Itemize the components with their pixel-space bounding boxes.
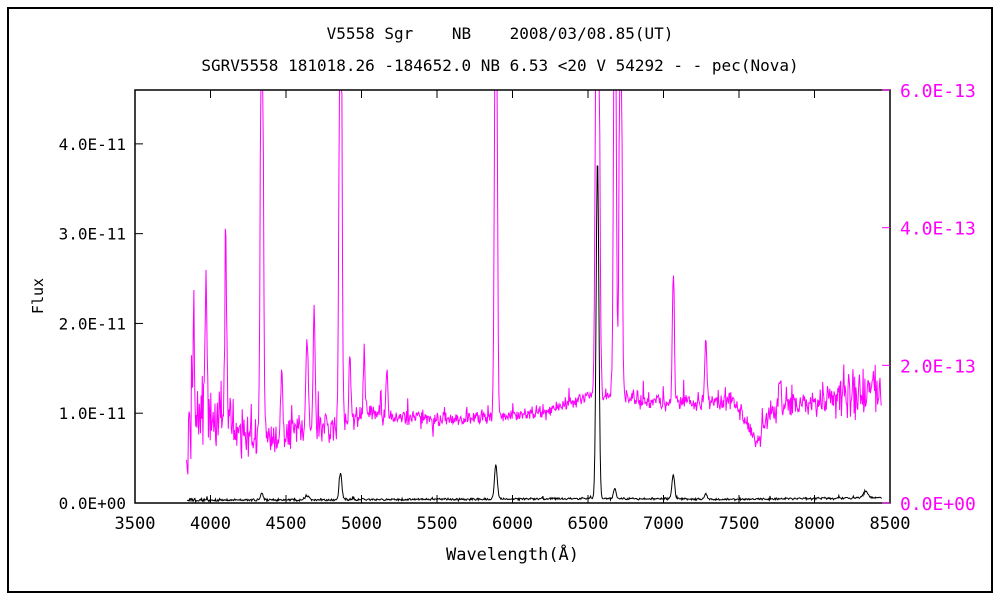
left-tick-label: 3.0E-11 [59, 225, 126, 244]
x-axis-title: Wavelength(Å) [445, 545, 580, 565]
x-tick-label: 7000 [643, 514, 684, 534]
x-tick-label: 6000 [492, 514, 533, 534]
chart-outer-border [7, 7, 993, 593]
x-tick-label: 7500 [719, 514, 760, 534]
x-tick-label: 8500 [870, 514, 911, 534]
series-flux-spectrum-black [186, 165, 882, 504]
right-tick-label: 2.0E-13 [900, 356, 976, 377]
right-tick-label: 4.0E-13 [900, 219, 976, 240]
left-tick-label: 4.0E-11 [59, 135, 126, 154]
x-tick-label: 5000 [341, 514, 382, 534]
x-tick-label: 8000 [794, 514, 835, 534]
x-tick-label: 5500 [417, 514, 458, 534]
right-tick-label: 6.0E-13 [900, 81, 976, 102]
left-tick-label: 0.0E+00 [59, 494, 126, 513]
right-tick-label: 0.0E+00 [900, 494, 976, 515]
left-tick-label: 2.0E-11 [59, 314, 126, 333]
x-tick-label: 3500 [115, 514, 156, 534]
series-scaled-spectrum-magenta [186, 89, 882, 475]
x-tick-label: 4000 [190, 514, 231, 534]
chart-title: V5558 Sgr NB 2008/03/08.85(UT) [326, 24, 674, 43]
x-tick-label: 6500 [568, 514, 609, 534]
x-tick-label: 4500 [266, 514, 307, 534]
chart-subtitle: SGRV5558 181018.26 -184652.0 NB 6.53 <20… [201, 56, 799, 75]
left-tick-label: 1.0E-11 [59, 404, 126, 423]
